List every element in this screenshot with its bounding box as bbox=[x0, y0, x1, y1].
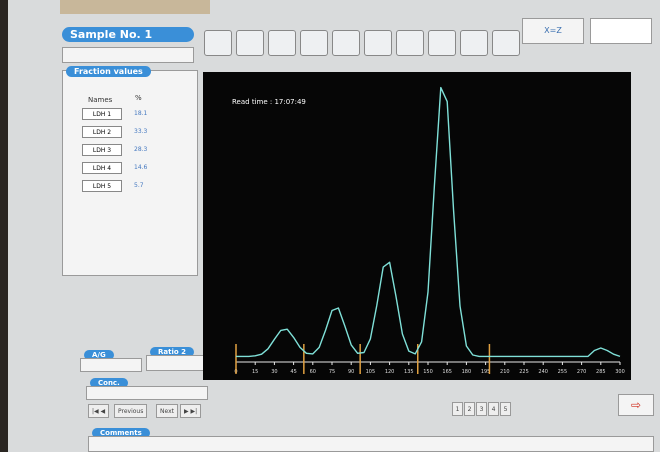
x-tick-label: 60 bbox=[310, 369, 316, 375]
x-tick-label: 15 bbox=[252, 369, 258, 375]
page: { "header": {"sample_label": "Sample No.… bbox=[0, 0, 660, 452]
x-tick-label: 75 bbox=[329, 369, 335, 375]
x-tick-label: 135 bbox=[404, 369, 414, 375]
x-tick-label: 285 bbox=[596, 369, 606, 375]
x-tick-label: 90 bbox=[348, 369, 354, 375]
x-tick-label: 210 bbox=[500, 369, 510, 375]
x-tick-label: 120 bbox=[385, 369, 395, 375]
x-tick-label: 180 bbox=[462, 369, 472, 375]
read-time: Read time : 17:07:49 bbox=[232, 98, 306, 106]
x-tick-label: 150 bbox=[423, 369, 433, 375]
graph-area bbox=[203, 72, 631, 380]
x-tick-label: 165 bbox=[442, 369, 452, 375]
x-tick-label: 300 bbox=[615, 369, 625, 375]
x-tick-label: 30 bbox=[271, 369, 277, 375]
x-tick-label: 240 bbox=[538, 369, 548, 375]
x-tick-label: 105 bbox=[366, 369, 376, 375]
x-tick-label: 45 bbox=[290, 369, 296, 375]
x-tick-label: 255 bbox=[558, 369, 568, 375]
x-tick-label: 225 bbox=[519, 369, 529, 375]
x-tick-label: 270 bbox=[577, 369, 587, 375]
graph: Read time : 17:07:49 0153045607590105120… bbox=[0, 0, 660, 452]
